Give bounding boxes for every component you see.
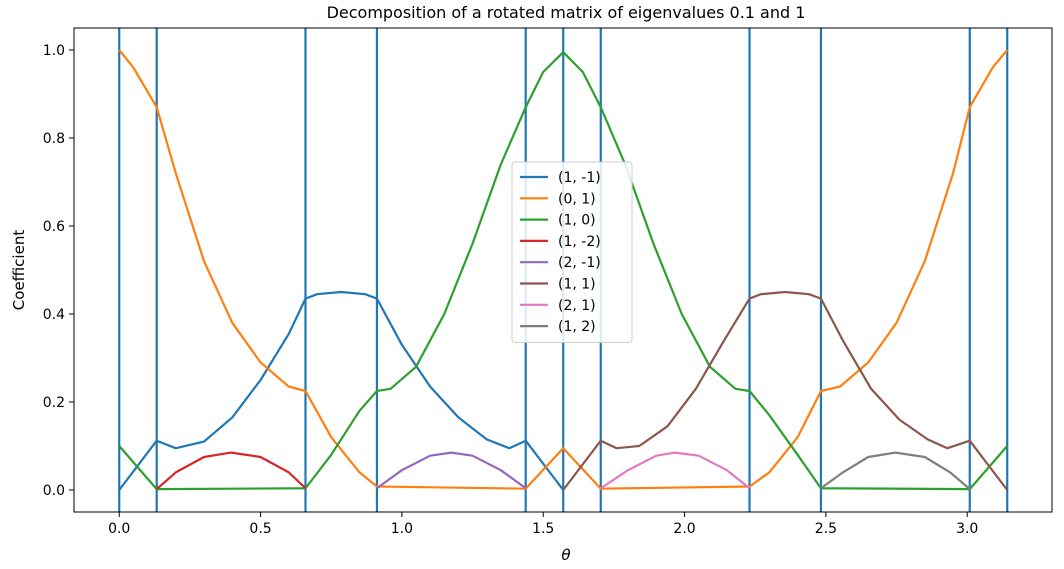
y-tick-label-2: 0.4 bbox=[43, 307, 65, 323]
x-tick-label-4: 2.0 bbox=[673, 521, 695, 537]
series-line-6-0 bbox=[600, 451, 751, 490]
series-line-5-0 bbox=[562, 290, 1009, 491]
legend-label-7: (1, 2) bbox=[558, 319, 596, 335]
series-line-2-0 bbox=[118, 51, 1009, 491]
y-tick-label-4: 0.8 bbox=[43, 131, 65, 147]
series-line-4-0 bbox=[376, 451, 527, 490]
x-tick-label-3: 1.5 bbox=[532, 521, 554, 537]
y-axis-label: Coefficient bbox=[10, 230, 28, 311]
y-tick-label-5: 1.0 bbox=[43, 43, 65, 59]
legend-box bbox=[511, 161, 633, 343]
y-axis-ticks: 0.0 0.2 0.4 0.6 0.8 1.0 bbox=[43, 43, 74, 499]
series-line-0-0 bbox=[118, 290, 565, 491]
legend: (1, -1) (0, 1) (1, 0) (1, -2) (2, -1) (1, 1) (… bbox=[511, 161, 633, 343]
x-tick-label-1: 0.5 bbox=[249, 521, 271, 537]
x-axis-label: θ bbox=[561, 546, 570, 564]
x-tick-label-2: 1.0 bbox=[391, 521, 413, 537]
y-tick-label-0: 0.0 bbox=[43, 483, 65, 499]
x-tick-label-0: 0.0 bbox=[108, 521, 130, 537]
legend-label-2: (1, 0) bbox=[558, 213, 596, 229]
legend-label-6: (2, 1) bbox=[558, 298, 596, 314]
y-tick-label-3: 0.6 bbox=[43, 219, 65, 235]
plot-area-frame bbox=[73, 27, 1053, 513]
legend-label-4: (2, -1) bbox=[558, 255, 601, 271]
series-line-7-0 bbox=[820, 451, 971, 490]
series-line-1-0 bbox=[118, 49, 1009, 490]
y-tick-label-1: 0.2 bbox=[43, 395, 65, 411]
legend-label-1: (0, 1) bbox=[558, 191, 596, 207]
x-axis-ticks: 0.0 0.5 1.0 1.5 2.0 2.5 3.0 bbox=[108, 512, 978, 537]
x-tick-label-6: 3.0 bbox=[956, 521, 978, 537]
legend-label-3: (1, -2) bbox=[558, 234, 601, 250]
legend-label-5: (1, 1) bbox=[558, 277, 596, 293]
series-lines bbox=[118, 49, 1009, 491]
legend-label-0: (1, -1) bbox=[558, 170, 601, 186]
chart-title: Decomposition of a rotated matrix of eig… bbox=[327, 3, 806, 22]
x-tick-label-5: 2.5 bbox=[815, 521, 837, 537]
series-line-3-0 bbox=[155, 451, 307, 490]
